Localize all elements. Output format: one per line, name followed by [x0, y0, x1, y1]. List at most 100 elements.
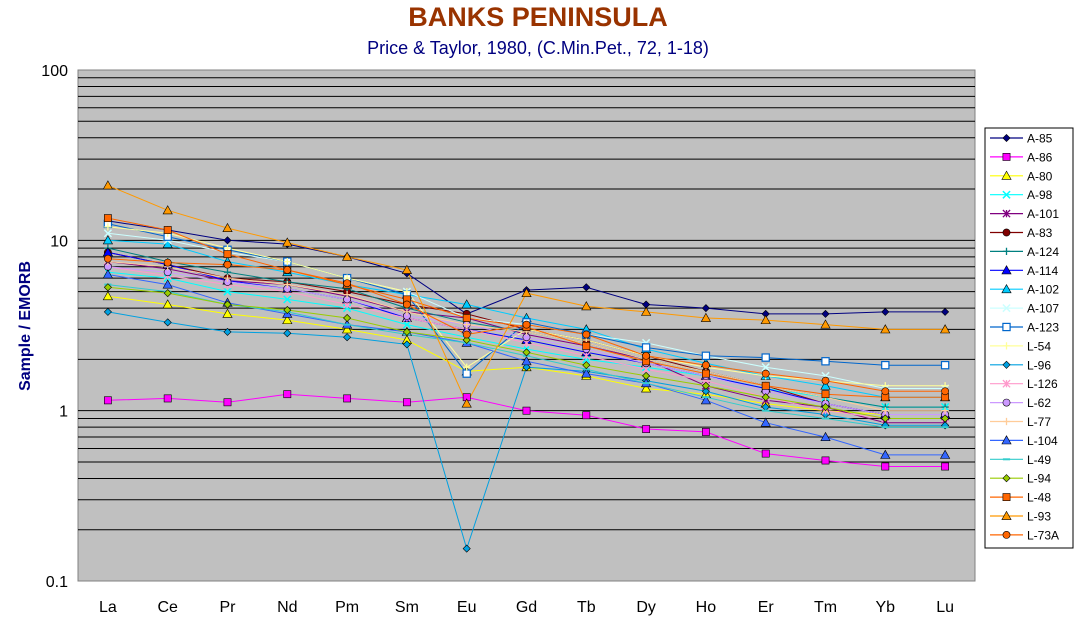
legend-entry-label: A-107	[1027, 302, 1059, 316]
series-marker	[701, 387, 710, 396]
legend-swatch-marker	[1001, 265, 1012, 275]
legend-swatch-marker	[1002, 493, 1011, 501]
legend-swatch-marker	[1002, 209, 1011, 218]
legend-entry-label: A-123	[1027, 321, 1059, 335]
series-marker	[461, 299, 472, 309]
series-marker	[761, 393, 770, 402]
series-marker	[820, 431, 831, 441]
series-marker	[521, 356, 532, 366]
series-marker	[761, 381, 770, 390]
series-marker	[283, 280, 291, 289]
legend-swatch-marker	[1001, 283, 1012, 294]
series-marker	[642, 371, 651, 380]
series-marker	[283, 329, 292, 338]
x-tick-label: Sm	[395, 599, 419, 616]
series-marker	[103, 307, 112, 316]
series-marker	[941, 407, 949, 415]
series-marker	[701, 369, 710, 378]
series-marker	[342, 303, 352, 313]
series-marker	[941, 387, 949, 396]
legend-swatch-marker	[1001, 170, 1012, 180]
series-marker	[820, 319, 831, 329]
series-marker	[581, 368, 592, 378]
series-marker	[463, 321, 471, 329]
series-marker	[163, 394, 172, 403]
x-tick-label: Nd	[277, 599, 297, 616]
legend-swatch-marker	[1002, 360, 1011, 369]
x-axis-ticks: La Ce Pr Nd Pm Sm Eu Gd Tb Dy Ho Er Tm Yb Lu	[99, 599, 954, 616]
series-marker	[223, 300, 232, 309]
legend-entry-label: L-77	[1027, 415, 1051, 429]
series-marker	[222, 308, 233, 318]
series-marker	[582, 355, 591, 364]
series-marker	[881, 387, 890, 396]
series-marker	[582, 411, 591, 420]
series-marker	[102, 290, 114, 301]
legend-swatch-marker	[1002, 153, 1011, 161]
legend-swatch-marker	[1002, 417, 1011, 426]
series-marker	[102, 235, 114, 245]
legend-entry-label: L-93	[1027, 510, 1051, 524]
x-tick-label: La	[99, 599, 117, 616]
y-tick-label: 1	[59, 404, 68, 421]
series-marker	[163, 226, 172, 234]
series-marker	[403, 288, 411, 296]
series-marker	[700, 312, 712, 322]
series-marker	[402, 340, 411, 349]
legend-entry-label: A-83	[1027, 226, 1053, 240]
x-tick-label: Lu	[936, 599, 954, 616]
series-marker	[103, 229, 113, 238]
legend-swatch-marker	[1002, 342, 1011, 350]
series-marker	[402, 320, 412, 329]
series-marker	[102, 269, 114, 279]
series-marker	[282, 314, 293, 325]
series-marker	[522, 320, 531, 329]
series-marker	[163, 258, 172, 267]
series-marker	[402, 327, 411, 336]
series-marker	[283, 305, 292, 315]
series-marker	[104, 396, 112, 405]
series-marker	[462, 330, 471, 339]
legend-entry-label: L-104	[1027, 434, 1058, 448]
series-marker	[402, 398, 411, 407]
series-marker	[163, 289, 172, 298]
series-marker	[223, 327, 232, 336]
legend: A-85 A-86 A-80 A-98 A-101 A-83 A-124 A-114 A-102…	[984, 127, 1074, 549]
series-marker	[343, 313, 352, 323]
series-marker	[761, 369, 770, 378]
series-marker	[401, 264, 413, 274]
series-marker	[462, 314, 471, 322]
legend-entry-label: A-98	[1027, 188, 1053, 202]
legend-entry-label: L-49	[1027, 453, 1051, 467]
series-marker	[162, 279, 173, 289]
series-marker	[821, 456, 830, 465]
legend-entry-label: L-126	[1027, 377, 1058, 391]
series-marker	[881, 407, 889, 415]
series-marker	[163, 318, 172, 327]
series-marker	[581, 301, 592, 311]
series-marker	[881, 307, 890, 316]
series-marker	[162, 299, 173, 309]
series-marker	[403, 308, 411, 316]
y-axis-ticks: 0.1 1 10 100	[41, 63, 68, 591]
chart-subtitle: Price & Taylor, 1980, (C.Min.Pet., 72, 1…	[367, 38, 709, 58]
series-marker	[642, 351, 650, 360]
series-marker	[701, 381, 710, 390]
series-marker	[760, 417, 771, 427]
legend-swatch-marker	[1002, 474, 1011, 483]
x-tick-label: Ho	[696, 599, 717, 616]
legend-entry-label: A-101	[1027, 207, 1059, 221]
legend-swatch-marker	[1002, 133, 1011, 143]
x-tick-label: Gd	[516, 599, 537, 616]
series-marker	[462, 544, 471, 553]
series-marker	[881, 360, 890, 370]
series-marker	[881, 462, 890, 471]
series-marker	[104, 214, 112, 223]
series-marker	[463, 363, 471, 371]
series-marker	[341, 324, 353, 334]
legend-entry-label: L-62	[1027, 396, 1051, 410]
series-marker	[343, 291, 351, 299]
series-marker	[223, 236, 232, 245]
series-marker	[582, 283, 591, 292]
series-marker	[821, 309, 830, 318]
